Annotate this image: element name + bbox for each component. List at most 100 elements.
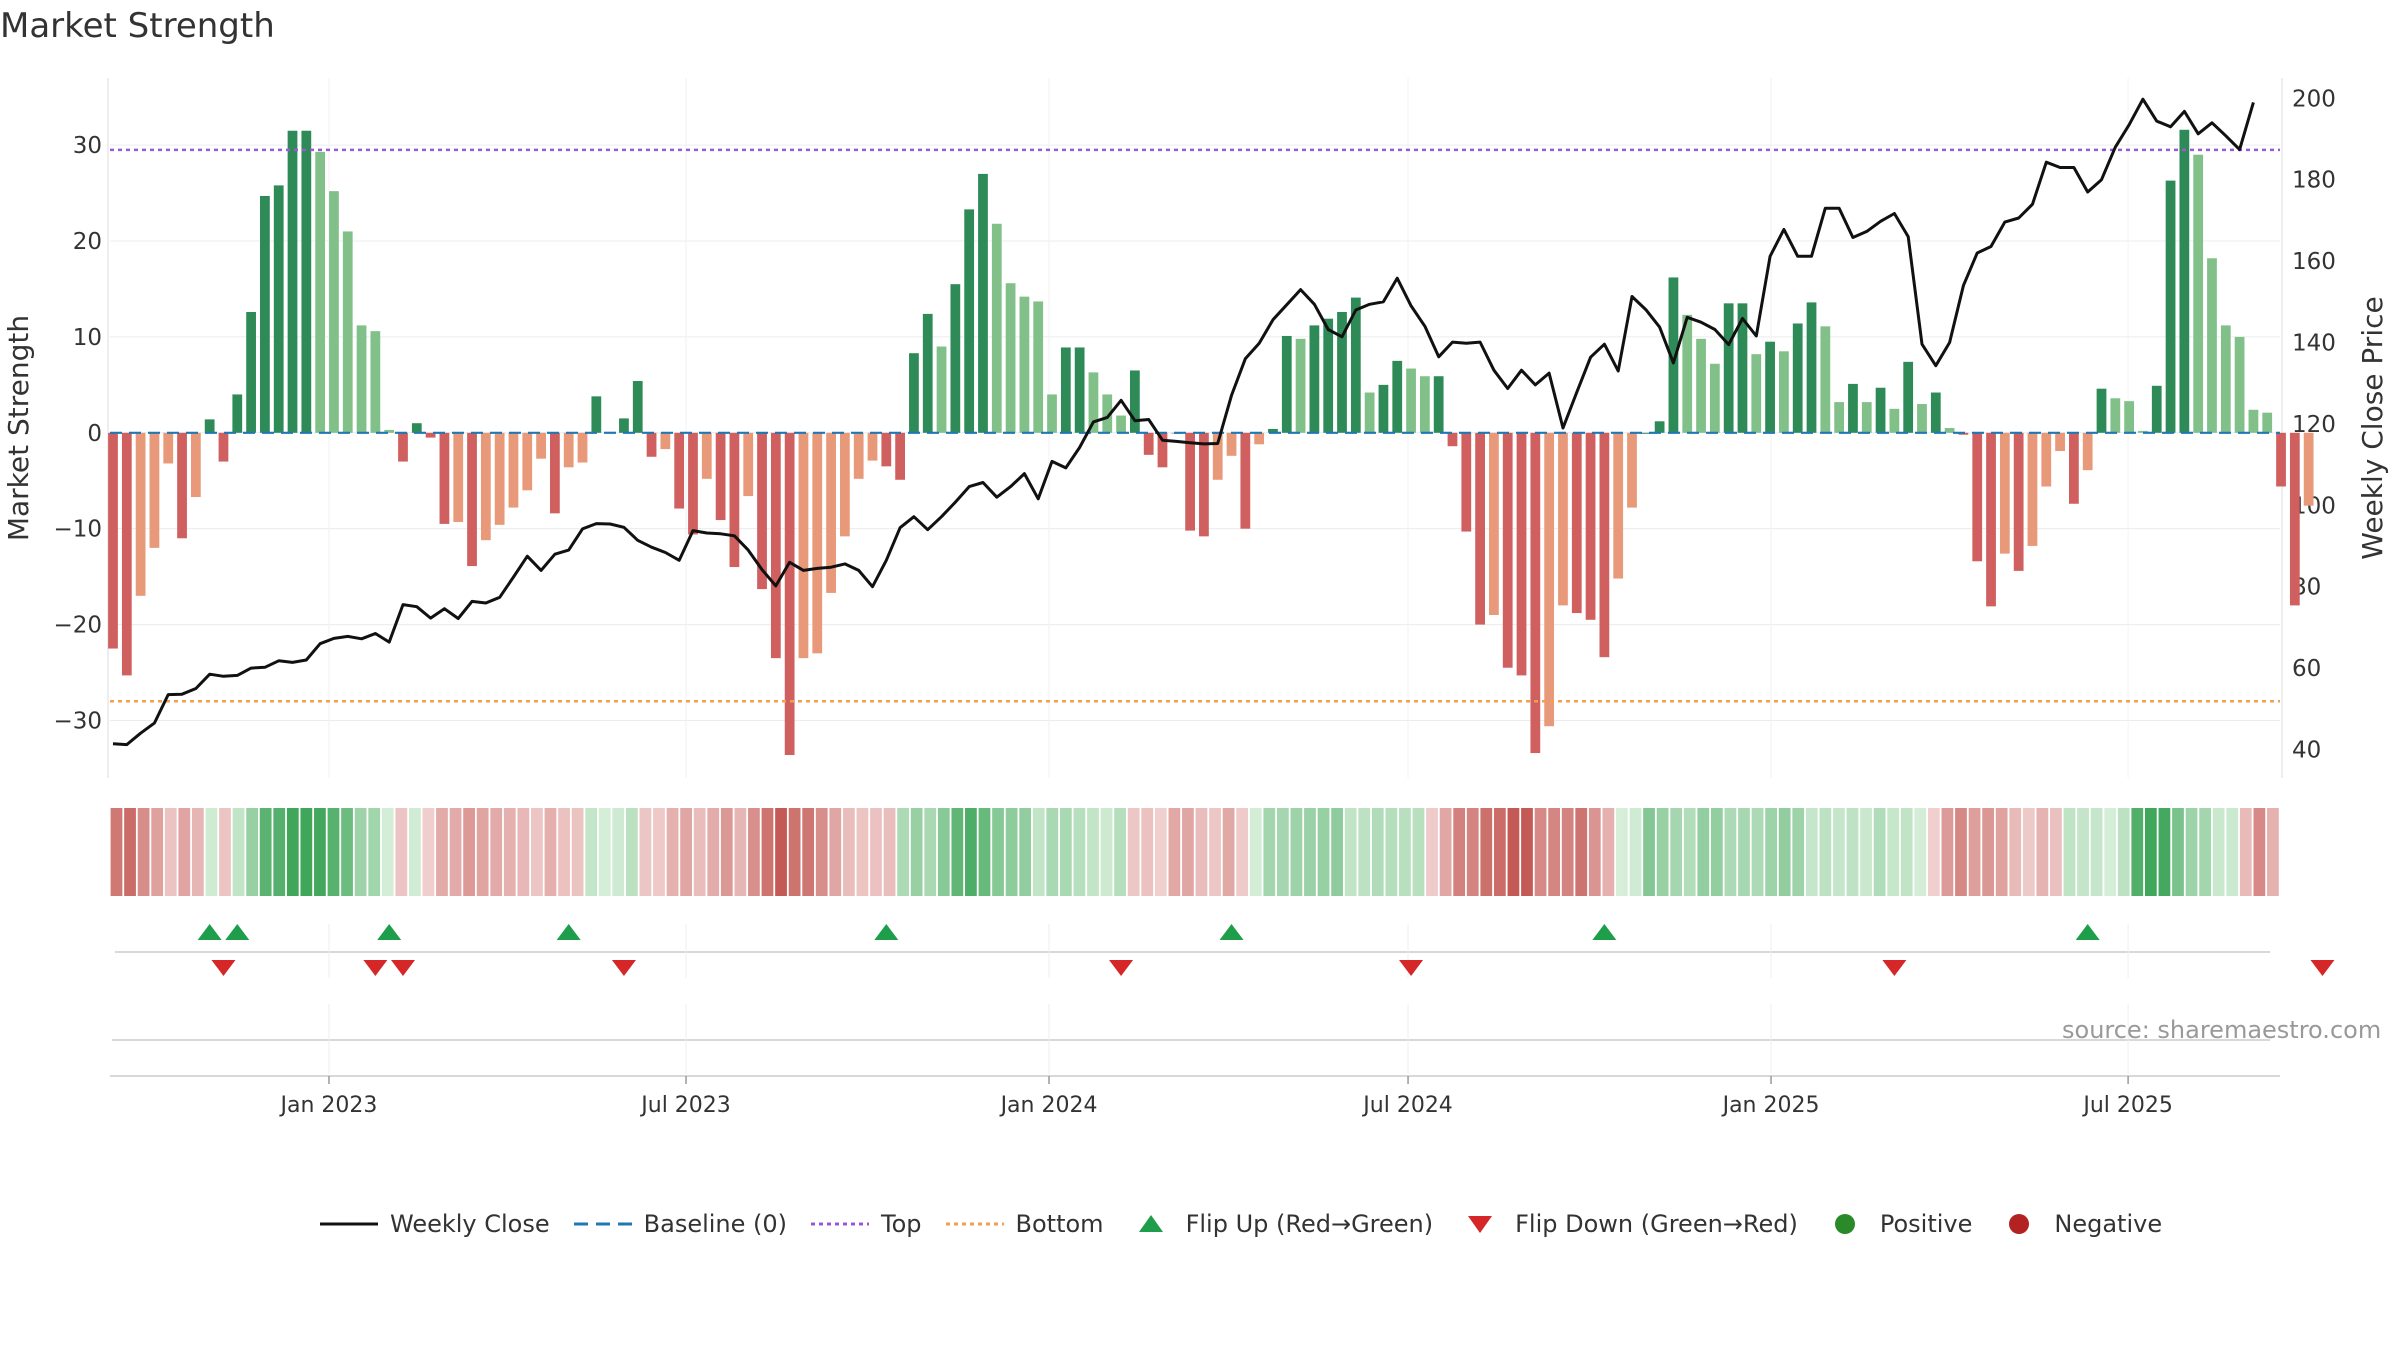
flip-up-marker xyxy=(225,924,250,940)
heat-strip-cell xyxy=(734,808,747,896)
x-tick-label: Jul 2023 xyxy=(639,1093,731,1118)
strength-bar xyxy=(342,231,353,433)
heat-strip-cell xyxy=(829,808,842,896)
strength-bar xyxy=(453,432,464,522)
heat-strip-cell xyxy=(1860,808,1872,896)
strength-bar xyxy=(1350,297,1361,433)
strength-bar xyxy=(315,151,326,433)
heat-strip-cell xyxy=(2063,808,2076,896)
strength-bar xyxy=(839,432,850,537)
left-tick-label: 0 xyxy=(87,421,102,447)
heat-strip-cell xyxy=(1765,808,1777,896)
strength-bar xyxy=(1406,368,1416,433)
heat-strip-cell xyxy=(707,808,720,896)
strength-bar xyxy=(701,432,712,479)
strength-bar xyxy=(1033,301,1044,433)
heat-strip-cell xyxy=(1493,808,1506,896)
legend-top: Top xyxy=(809,1210,922,1238)
heat-strip-cell xyxy=(1982,808,1994,896)
strength-bar xyxy=(1447,432,1458,447)
heat-strip-cell xyxy=(449,808,462,896)
strength-bar xyxy=(2110,398,2121,433)
heat-strip-cell xyxy=(1209,808,1221,896)
heat-strip-cell xyxy=(1751,808,1764,896)
heat-strip-cell xyxy=(1521,808,1533,896)
strength-bar xyxy=(1668,277,1679,433)
heat-strip-cell xyxy=(2131,808,2144,896)
strength-bar xyxy=(1875,387,1886,433)
heat-strip-cell xyxy=(191,808,204,896)
heat-strip-cell xyxy=(1955,808,1967,896)
strength-bar xyxy=(1986,432,1996,607)
heat-strip-cell xyxy=(612,808,625,896)
heat-strip-cell xyxy=(1643,808,1655,896)
strength-bar xyxy=(646,432,657,457)
heat-strip-cell xyxy=(2104,808,2117,896)
strength-bar xyxy=(384,429,395,433)
strength-bar xyxy=(1806,302,1817,433)
strength-bar xyxy=(619,418,629,433)
strength-bar xyxy=(260,195,270,433)
strength-bar xyxy=(2179,129,2190,433)
heat-strip-cell xyxy=(1833,808,1845,896)
x-tick-label: Jul 2024 xyxy=(1361,1093,1453,1118)
strength-bar xyxy=(2262,412,2273,433)
strength-bar xyxy=(632,381,643,433)
heat-strip-cell xyxy=(1819,808,1832,896)
heat-strip-cell xyxy=(1941,808,1954,896)
strength-bar xyxy=(2207,258,2217,433)
strength-bar xyxy=(2013,432,2024,571)
strength-bar xyxy=(1889,408,1900,433)
strength-bar xyxy=(204,419,215,433)
heat-strip-cell xyxy=(897,808,909,896)
strength-bar xyxy=(108,432,118,649)
right-tick-label: 160 xyxy=(2292,249,2336,275)
strength-bar xyxy=(784,432,795,755)
heat-strip-cell xyxy=(2144,808,2157,896)
heat-strip-cell xyxy=(720,808,733,896)
heat-strip-cell xyxy=(124,808,136,896)
legend-baseline-label: Baseline (0) xyxy=(643,1210,788,1238)
strength-bar xyxy=(1820,326,1831,433)
legend-flip-down-label: Flip Down (Green→Red) xyxy=(1515,1210,1798,1238)
heat-strip-cell xyxy=(341,808,353,896)
strength-bar xyxy=(1364,392,1375,433)
heat-strip-cell xyxy=(2036,808,2049,896)
strength-bar xyxy=(895,432,906,480)
heat-strip-cell xyxy=(205,808,218,896)
heat-strip-cell xyxy=(1846,808,1859,896)
heat-strip-cell xyxy=(625,808,638,896)
heat-strip-cell xyxy=(680,808,692,896)
strength-bar xyxy=(177,432,187,539)
heat-strip-cell xyxy=(1290,808,1303,896)
legend-bottom-swatch xyxy=(945,1222,1004,1226)
legend-top-label: Top xyxy=(881,1210,922,1238)
heat-strip-cell xyxy=(1195,808,1208,896)
strength-bar xyxy=(2096,388,2107,433)
heat-strip-cell xyxy=(422,808,435,896)
strength-bar xyxy=(1792,323,1803,433)
strength-bar xyxy=(1185,432,1195,531)
legend-bottom-label: Bottom xyxy=(1015,1210,1104,1238)
heat-strip-cell xyxy=(1887,808,1900,896)
heat-strip-cell xyxy=(2090,808,2103,896)
strength-bar xyxy=(1585,432,1596,620)
strength-bar xyxy=(1309,325,1320,433)
heat-strip-cell xyxy=(775,808,787,896)
strength-bar xyxy=(536,432,546,459)
strength-bar xyxy=(1640,432,1651,434)
left-tick-label: −30 xyxy=(53,708,102,734)
strength-bar xyxy=(1337,311,1347,433)
strength-bar xyxy=(232,394,243,433)
strength-bar xyxy=(1157,432,1168,468)
right-tick-label: 200 xyxy=(2292,86,2336,112)
strength-bar xyxy=(1461,432,1472,532)
strength-bar xyxy=(591,396,602,433)
heat-strip-cell xyxy=(1182,808,1194,896)
strength-bar xyxy=(1723,303,1734,433)
heat-strip-cell xyxy=(558,808,570,896)
strength-bar xyxy=(121,432,132,676)
strength-bar xyxy=(1544,432,1555,727)
right-tick-label: 40 xyxy=(2292,738,2321,764)
left-tick-label: 20 xyxy=(73,229,102,255)
